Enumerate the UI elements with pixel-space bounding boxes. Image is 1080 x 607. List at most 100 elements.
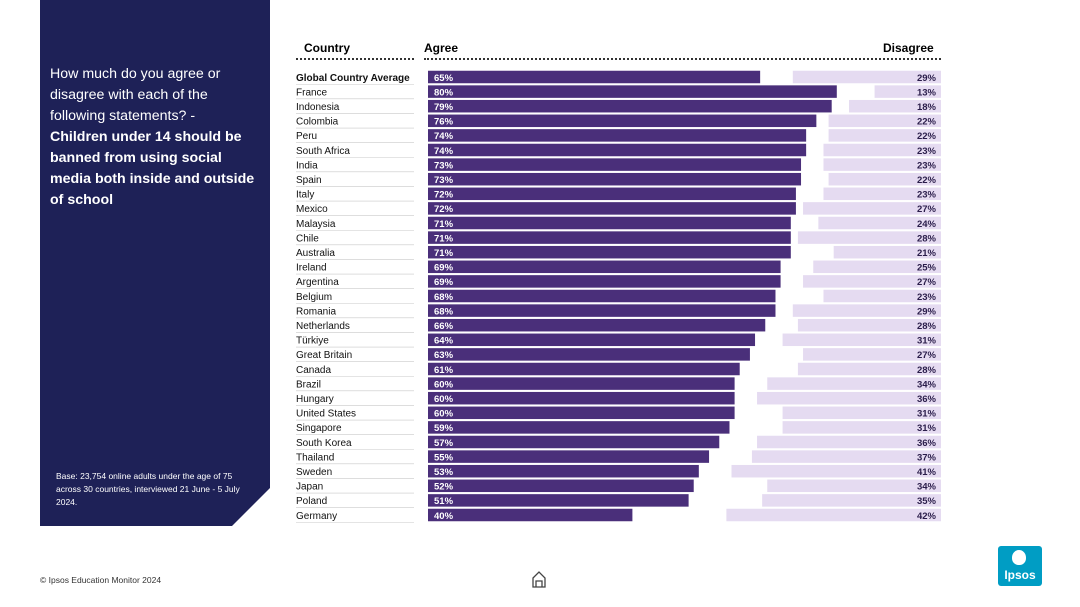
disagree-bar <box>797 318 941 332</box>
agree-bar <box>428 187 796 201</box>
base-note: Base: 23,754 online adults under the age… <box>56 471 240 507</box>
country-label: Malaysia <box>296 219 336 230</box>
agree-bar <box>428 129 807 142</box>
agree-bar <box>428 99 832 113</box>
agree-value-label: 79% <box>434 102 454 113</box>
question-panel: How much do you agree or disagree with e… <box>40 0 270 526</box>
agree-bar <box>428 70 761 84</box>
country-label: Colombia <box>296 117 339 128</box>
agree-value-label: 74% <box>434 131 454 142</box>
agree-bar <box>428 377 735 390</box>
ipsos-logo-text: Ipsos <box>1004 568 1036 582</box>
column-header-agree: Agree <box>424 41 459 55</box>
disagree-value-label: 27% <box>917 277 937 288</box>
agree-bar <box>428 245 791 259</box>
disagree-value-label: 21% <box>917 248 937 259</box>
agree-value-label: 40% <box>434 511 454 522</box>
agree-value-label: 73% <box>434 175 454 186</box>
disagree-value-label: 23% <box>917 146 937 157</box>
agree-value-label: 60% <box>434 379 454 390</box>
disagree-bar <box>767 479 941 493</box>
agree-bar <box>428 435 720 449</box>
agree-bar <box>428 260 781 274</box>
agree-value-label: 57% <box>434 438 454 449</box>
disagree-value-label: 34% <box>917 482 937 493</box>
agree-value-label: 72% <box>434 190 454 201</box>
disagree-bar <box>803 202 941 215</box>
footer-copyright: © Ipsos Education Monitor 2024 <box>40 575 162 585</box>
country-label: Peru <box>296 131 317 142</box>
disagree-bar <box>797 231 941 244</box>
disagree-bar <box>828 114 941 128</box>
agree-bar <box>428 406 735 420</box>
agree-value-label: 64% <box>434 336 454 347</box>
header-divider-values <box>424 58 941 60</box>
disagree-bar <box>782 333 941 347</box>
country-label: Global Country Average <box>296 73 410 84</box>
agree-bar <box>428 508 633 522</box>
ipsos-logo-mark <box>1012 550 1026 565</box>
country-label: Ireland <box>296 263 327 274</box>
agree-bar <box>428 289 776 303</box>
disagree-bar <box>874 85 941 98</box>
agree-bar <box>428 216 791 230</box>
country-label: Poland <box>296 496 327 507</box>
agree-bar <box>428 464 699 478</box>
agree-value-label: 68% <box>434 292 454 303</box>
disagree-value-label: 28% <box>917 233 937 244</box>
agree-bar <box>428 304 776 317</box>
agree-value-label: 76% <box>434 117 454 128</box>
country-label: Hungary <box>296 394 334 405</box>
disagree-bar <box>792 304 941 317</box>
disagree-value-label: 29% <box>917 73 937 84</box>
disagree-value-label: 23% <box>917 190 937 201</box>
country-label: Netherlands <box>296 321 350 332</box>
country-label: Türkiye <box>296 336 329 347</box>
country-label: Singapore <box>296 423 342 434</box>
disagree-bar <box>823 143 941 157</box>
country-label: India <box>296 160 318 171</box>
disagree-bar <box>818 216 941 230</box>
agree-value-label: 60% <box>434 394 454 405</box>
question-plain: How much do you agree or disagree with e… <box>50 66 221 124</box>
disagree-bar <box>797 362 941 376</box>
disagree-value-label: 34% <box>917 379 937 390</box>
disagree-value-label: 22% <box>917 117 937 128</box>
home-icon[interactable] <box>531 570 547 588</box>
disagree-bar <box>782 421 941 434</box>
country-label: Argentina <box>296 277 339 288</box>
disagree-bar <box>767 377 941 390</box>
disagree-bar <box>792 70 941 84</box>
disagree-bar <box>828 129 941 142</box>
agree-value-label: 71% <box>434 233 454 244</box>
agree-value-label: 74% <box>434 146 454 157</box>
disagree-value-label: 27% <box>917 204 937 215</box>
agree-value-label: 61% <box>434 365 454 376</box>
agree-value-label: 60% <box>434 409 454 420</box>
agree-bar <box>428 348 750 361</box>
agree-bar <box>428 391 735 405</box>
disagree-bar <box>803 275 941 288</box>
agree-bar <box>428 172 802 186</box>
disagree-bar <box>833 245 941 259</box>
disagree-value-label: 27% <box>917 350 937 361</box>
agree-bar <box>428 231 791 244</box>
agree-value-label: 55% <box>434 452 454 463</box>
agree-value-label: 51% <box>434 496 454 507</box>
disagree-value-label: 41% <box>917 467 937 478</box>
disagree-value-label: 22% <box>917 175 937 186</box>
country-label: Belgium <box>296 292 332 303</box>
country-label: Spain <box>296 175 322 186</box>
disagree-bar <box>757 435 941 449</box>
agree-bar <box>428 143 807 157</box>
country-label: France <box>296 87 328 98</box>
agree-value-label: 52% <box>434 482 454 493</box>
disagree-value-label: 22% <box>917 131 937 142</box>
agree-bar <box>428 333 756 347</box>
disagree-bar <box>726 508 941 522</box>
country-label: Great Britain <box>296 350 352 361</box>
question-text: How much do you agree or disagree with e… <box>50 64 255 211</box>
agree-value-label: 59% <box>434 423 454 434</box>
agree-bar <box>428 114 817 128</box>
